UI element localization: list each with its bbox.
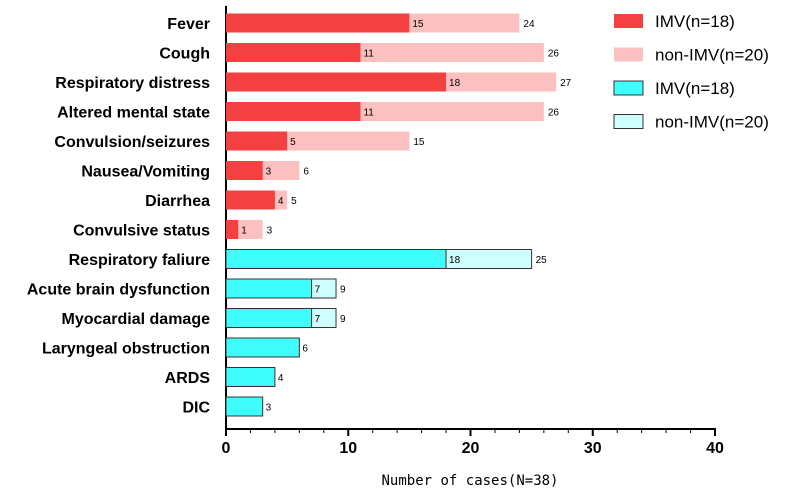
legend-label: IMV(n=18) (655, 79, 735, 98)
category-label: Acute brain dysfunction (27, 282, 210, 299)
x-tick-label: 30 (584, 440, 602, 457)
data-label-total: 15 (413, 137, 425, 148)
bar-imv (226, 13, 410, 33)
x-tick-label: 0 (222, 440, 231, 457)
data-label-total: 6 (303, 167, 309, 178)
category-label: Cough (159, 46, 210, 63)
category-label: DIC (182, 400, 210, 417)
data-label-imv: 5 (290, 137, 296, 148)
bar-imv (226, 131, 288, 151)
data-label-imv: 6 (302, 344, 308, 355)
data-label-imv: 4 (278, 373, 284, 384)
x-tick-label: 10 (339, 440, 357, 457)
category-label: Laryngeal obstruction (42, 341, 210, 358)
category-label: Fever (167, 16, 210, 33)
data-label-total: 3 (267, 226, 273, 237)
legend-swatch (613, 80, 644, 96)
data-label-imv: 7 (315, 285, 321, 296)
legend-label: non-IMV(n=20) (655, 46, 769, 65)
data-label-imv: 3 (266, 403, 272, 414)
data-label-imv: 15 (412, 19, 424, 30)
data-label-imv: 1 (241, 226, 247, 237)
category-label: Convulsion/seizures (54, 134, 210, 151)
bar-imv (225, 367, 276, 387)
category-label: Respiratory faliure (69, 252, 210, 269)
legend-swatch (614, 14, 643, 28)
category-label: Convulsive status (73, 223, 210, 240)
axes: 0 10 20 30 40 (222, 6, 724, 457)
data-label-total: 26 (548, 49, 560, 60)
category-label: Nausea/Vomiting (81, 164, 210, 181)
data-label-total: 5 (291, 196, 297, 207)
legend-swatch (614, 47, 643, 62)
bar-imv (225, 337, 300, 358)
category-label: ARDS (165, 370, 211, 387)
category-label: Myocardial damage (62, 311, 211, 328)
bar-imv (225, 308, 313, 328)
bar-imv (226, 220, 239, 239)
category-label: Respiratory distress (55, 75, 210, 92)
data-label-total: 25 (536, 255, 548, 266)
legend-label: non-IMV(n=20) (655, 113, 769, 132)
x-axis-title: Number of cases(N=38) (381, 473, 558, 489)
bar-imv (226, 161, 263, 180)
data-label-imv: 18 (449, 78, 461, 89)
bar-imv (225, 249, 447, 269)
x-tick-label: 40 (706, 440, 724, 457)
bar-imv (226, 72, 447, 92)
data-label-imv: 4 (278, 196, 284, 207)
legend-label: IMV(n=18) (655, 12, 735, 31)
category-label: Diarrhea (145, 193, 210, 210)
data-label-total: 27 (560, 78, 572, 89)
data-label-total: 26 (548, 108, 560, 119)
data-label-imv: 11 (363, 49, 374, 60)
data-label-total: 9 (340, 314, 346, 325)
bar-imv (226, 102, 361, 121)
category-label: Altered mental state (57, 105, 210, 122)
x-tick-label: 20 (462, 440, 480, 457)
legend: IMV(n=18) non-IMV(n=20) IMV(n=18) non-IMV(n… (613, 12, 769, 132)
bar-imv (225, 278, 313, 299)
data-label-total: 9 (340, 285, 346, 296)
bars (225, 13, 557, 417)
data-label-imv: 18 (449, 255, 461, 266)
data-label-total: 24 (523, 19, 535, 30)
bar-imv (225, 396, 264, 417)
legend-swatch (613, 114, 644, 129)
data-label-imv: 3 (266, 167, 272, 178)
data-label-imv: 11 (363, 108, 374, 119)
bar-imv (226, 43, 361, 62)
data-label-imv: 7 (315, 314, 321, 325)
bar-imv (226, 190, 275, 210)
